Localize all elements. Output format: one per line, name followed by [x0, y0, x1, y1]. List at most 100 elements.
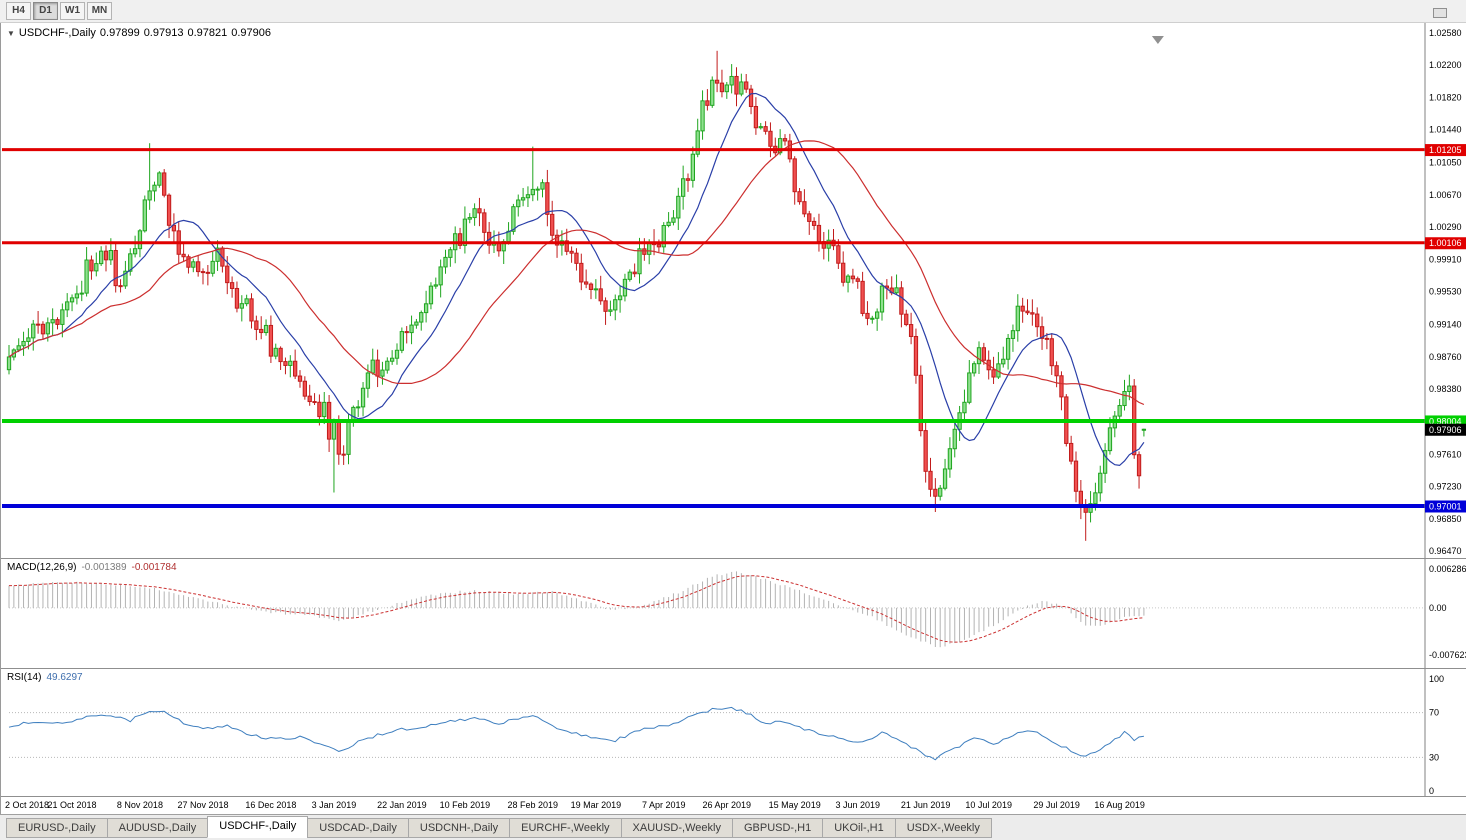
- timeframe-buttons: H4 D1 W1 MN: [6, 2, 114, 20]
- rsi-line: [8, 706, 1144, 761]
- chart-area: 1.02580 1.02200 1.01820 1.01440 1.01050 1.006…: [0, 23, 1466, 814]
- svg-text:70: 70: [1429, 708, 1439, 718]
- svg-text:0.96850: 0.96850: [1429, 514, 1462, 524]
- svg-text:0: 0: [1429, 786, 1434, 796]
- candles: [6, 50, 1147, 541]
- date-label: 7 Apr 2019: [641, 800, 686, 810]
- chart-tab-eurusd-daily[interactable]: EURUSD-,Daily: [6, 818, 108, 838]
- timeframe-button-mn[interactable]: MN: [87, 2, 112, 20]
- svg-text:1.02200: 1.02200: [1429, 60, 1462, 70]
- svg-text:0.00: 0.00: [1429, 603, 1447, 613]
- svg-text:0.006286: 0.006286: [1429, 564, 1466, 574]
- price-tag-1.01205: 1.01205: [1425, 144, 1466, 157]
- price-axis[interactable]: 1.02580 1.02200 1.01820 1.01440 1.01050 1.006…: [1424, 23, 1462, 558]
- date-label: 3 Jun 2019: [835, 800, 881, 810]
- chart-tab-usdx-weekly[interactable]: USDX-,Weekly: [894, 818, 992, 838]
- chart-tab-usdchf-daily[interactable]: USDCHF-,Daily: [207, 816, 309, 838]
- date-label: 3 Jan 2019: [311, 800, 357, 810]
- rsi-axis[interactable]: 100 70 30 0: [1424, 669, 1444, 796]
- svg-text:1.00106: 1.00106: [1429, 238, 1462, 248]
- date-label: 27 Nov 2018: [177, 800, 229, 810]
- svg-text:0.97001: 0.97001: [1429, 501, 1462, 511]
- price-pane: 1.02580 1.02200 1.01820 1.01440 1.01050 1.006…: [1, 23, 1466, 558]
- chart-ohlc-readout: ▼ USDCHF-,Daily 0.97899 0.97913 0.97821 0.979…: [7, 27, 275, 39]
- date-label: 21 Jun 2019: [900, 800, 951, 810]
- svg-text:0.97906: 0.97906: [1429, 425, 1462, 435]
- timeframe-button-w1[interactable]: W1: [60, 2, 85, 20]
- svg-text:1.01440: 1.01440: [1429, 125, 1462, 135]
- date-label: 2 Oct 2018: [5, 800, 50, 810]
- date-label: 22 Jan 2019: [377, 800, 427, 810]
- chart-tab-eurchf-weekly[interactable]: EURCHF-,Weekly: [509, 818, 622, 838]
- chart-tab-ukoil-h1[interactable]: UKOil-,H1: [822, 818, 896, 838]
- svg-text:0.98380: 0.98380: [1429, 384, 1462, 394]
- rsi-label: RSI(14): [7, 672, 42, 683]
- svg-text:0.97610: 0.97610: [1429, 449, 1462, 459]
- price-chart-svg: 1.02580 1.02200 1.01820 1.01440 1.01050 1.006…: [2, 23, 1466, 558]
- chart-shift-marker[interactable]: [1151, 36, 1164, 44]
- date-label: 26 Apr 2019: [702, 800, 752, 810]
- date-label: 21 Oct 2018: [47, 800, 97, 810]
- date-label: 28 Feb 2019: [507, 800, 559, 810]
- macd-readout: MACD(12,26,9) -0.001389 -0.001784: [7, 562, 182, 573]
- macd-histogram: [8, 571, 1145, 648]
- chart-window-icon[interactable]: [1433, 8, 1447, 18]
- ohlc-low: 0.97821: [187, 27, 228, 39]
- chart-symbol-label: USDCHF-,Daily: [18, 27, 96, 39]
- date-label: 16 Aug 2019: [1094, 800, 1145, 810]
- svg-text:30: 30: [1429, 752, 1439, 762]
- timeframe-button-h4[interactable]: H4: [6, 2, 31, 20]
- macd-axis[interactable]: 0.006286 0.00 -0.007623: [1424, 559, 1466, 668]
- svg-text:0.99910: 0.99910: [1429, 254, 1462, 264]
- macd-signal-value: -0.001784: [131, 562, 177, 573]
- chart-tabs-bar: EURUSD-,Daily AUDUSD-,Daily USDCHF-,Daily U…: [0, 814, 1466, 840]
- current-price-tag: 0.97906: [1425, 423, 1466, 436]
- chart-tab-gbpusd-h1[interactable]: GBPUSD-,H1: [731, 818, 824, 838]
- macd-value: -0.001389: [81, 562, 127, 573]
- chart-tab-usdcnh-daily[interactable]: USDCNH-,Daily: [407, 818, 511, 838]
- svg-text:-0.007623: -0.007623: [1429, 650, 1466, 660]
- toolbar: H4 D1 W1 MN: [0, 0, 1466, 23]
- date-label: 8 Nov 2018: [116, 800, 163, 810]
- svg-text:0.98760: 0.98760: [1429, 352, 1462, 362]
- macd-signal-line: [9, 575, 1144, 643]
- chart-tab-audusd-daily[interactable]: AUDUSD-,Daily: [106, 818, 209, 838]
- ma-slow-line: [8, 140, 1145, 406]
- chart-tab-usdcad-daily[interactable]: USDCAD-,Daily: [307, 818, 409, 838]
- svg-text:1.02580: 1.02580: [1429, 28, 1462, 38]
- svg-text:0.98004: 0.98004: [1429, 416, 1462, 426]
- timeframe-button-d1[interactable]: D1: [33, 2, 58, 20]
- date-label: 16 Dec 2018: [245, 800, 297, 810]
- svg-text:1.01205: 1.01205: [1429, 145, 1462, 155]
- date-label: 15 May 2019: [768, 800, 821, 810]
- svg-text:1.00670: 1.00670: [1429, 190, 1462, 200]
- svg-text:1.01820: 1.01820: [1429, 92, 1462, 102]
- chart-collapse-icon[interactable]: ▼: [7, 29, 15, 38]
- date-label: 19 Mar 2019: [570, 800, 622, 810]
- svg-text:0.97230: 0.97230: [1429, 482, 1462, 492]
- price-tag-0.97001: 0.97001: [1425, 500, 1466, 513]
- ohlc-close: 0.97906: [231, 27, 271, 39]
- date-label: 10 Feb 2019: [439, 800, 491, 810]
- rsi-chart-svg: 100 70 30 0: [8, 669, 1444, 796]
- date-label: 10 Jul 2019: [965, 800, 1012, 810]
- svg-text:1.00290: 1.00290: [1429, 222, 1462, 232]
- rsi-value: 49.6297: [46, 672, 83, 683]
- rsi-pane: 100 70 30 0 RSI(14) 49.6297: [1, 668, 1466, 796]
- svg-text:0.99140: 0.99140: [1429, 320, 1462, 330]
- date-axis[interactable]: 2 Oct 2018 21 Oct 2018 8 Nov 2018 27 Nov 20…: [1, 796, 1466, 814]
- svg-text:0.96470: 0.96470: [1429, 546, 1462, 556]
- date-label: 29 Jul 2019: [1033, 800, 1080, 810]
- svg-text:1.01050: 1.01050: [1429, 158, 1462, 168]
- macd-label: MACD(12,26,9): [7, 562, 77, 573]
- chart-tab-xauusd-weekly[interactable]: XAUUSD-,Weekly: [620, 818, 733, 838]
- ohlc-high: 0.97913: [143, 27, 184, 39]
- price-tag-1.00106: 1.00106: [1425, 237, 1466, 250]
- rsi-readout: RSI(14) 49.6297: [7, 672, 88, 683]
- svg-text:100: 100: [1429, 674, 1444, 684]
- ohlc-open: 0.97899: [99, 27, 140, 39]
- macd-pane: 0.006286 0.00 -0.007623 MACD(12,26,9) -0.00…: [1, 558, 1466, 668]
- macd-chart-svg: 0.006286 0.00 -0.007623: [8, 559, 1466, 668]
- svg-text:0.99530: 0.99530: [1429, 287, 1462, 297]
